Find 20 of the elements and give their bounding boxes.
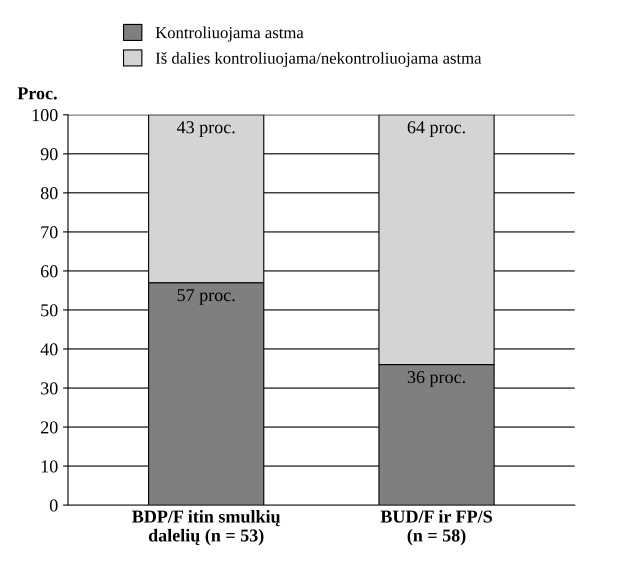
data-label: 36 proc. bbox=[408, 371, 465, 387]
data-label: 43 proc. bbox=[176, 121, 235, 138]
y-tick-label: 20 bbox=[40, 421, 58, 434]
legend-label: Kontroliuojama astma bbox=[156, 26, 304, 42]
y-tick-label: 40 bbox=[40, 343, 58, 356]
y-tick-label: 50 bbox=[41, 304, 58, 316]
y-tick-label: 10 bbox=[42, 460, 58, 473]
y-tick-label: 100 bbox=[32, 109, 58, 122]
y-tick-label: 70 bbox=[41, 226, 58, 238]
y-tick-label: 30 bbox=[41, 382, 58, 394]
data-label: 57 proc. bbox=[178, 289, 235, 305]
data-label: 64 proc. bbox=[408, 121, 465, 138]
legend-label: Iš dalies kontroliuojama/nekontroliuojama astma bbox=[156, 52, 482, 68]
y-tick-label: 80 bbox=[40, 187, 58, 200]
y-tick-label: 60 bbox=[40, 265, 58, 278]
y-axis-title: Proc. bbox=[18, 87, 57, 100]
x-tick-label: BUD/F ir FP/S (n = 58) bbox=[380, 510, 492, 546]
y-tick-label: 90 bbox=[40, 148, 58, 160]
y-tick-label: 0 bbox=[50, 499, 58, 512]
x-tick-label: BDP/F itin smulkių dalelių (n = 53) bbox=[132, 510, 280, 546]
